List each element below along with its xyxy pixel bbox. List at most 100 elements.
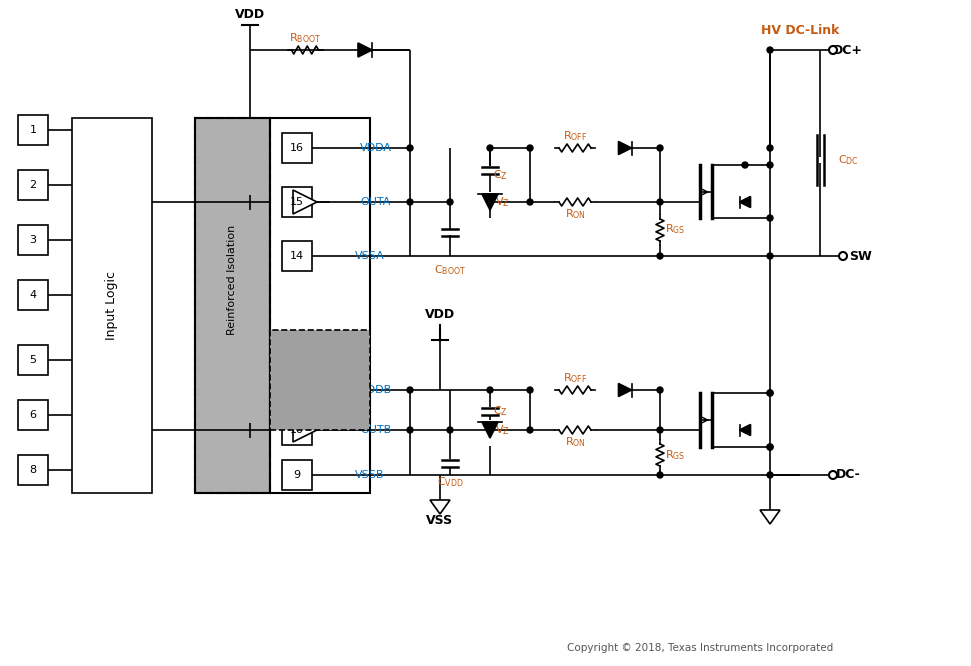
Bar: [195, 118, 270, 493]
Text: 10: 10: [290, 425, 304, 435]
Bar: [282, 375, 312, 405]
Bar: [282, 415, 312, 445]
Circle shape: [487, 427, 493, 433]
Bar: [18, 115, 48, 145]
Text: 5: 5: [29, 355, 37, 365]
Text: C$_{\rm VDD}$: C$_{\rm VDD}$: [437, 475, 463, 489]
Text: Input Logic: Input Logic: [106, 270, 118, 340]
Circle shape: [767, 145, 773, 151]
Bar: [282, 241, 312, 271]
Text: HV DC-Link: HV DC-Link: [761, 23, 839, 37]
Text: VSS: VSS: [426, 513, 453, 527]
Circle shape: [527, 199, 533, 205]
Bar: [18, 455, 48, 485]
Circle shape: [767, 472, 773, 478]
Text: R$_{\rm ON}$: R$_{\rm ON}$: [564, 435, 586, 449]
Text: SW: SW: [849, 250, 871, 262]
Polygon shape: [482, 422, 498, 438]
Circle shape: [657, 387, 663, 393]
Circle shape: [527, 427, 533, 433]
Bar: [72, 118, 152, 493]
Text: C$_{\rm Z}$: C$_{\rm Z}$: [492, 404, 508, 418]
Text: 2: 2: [29, 180, 37, 190]
Text: 8: 8: [29, 465, 37, 475]
Circle shape: [487, 387, 493, 393]
Circle shape: [839, 252, 847, 260]
Bar: [270, 330, 370, 430]
Text: 3: 3: [29, 235, 37, 245]
Polygon shape: [430, 500, 450, 514]
Text: 1: 1: [29, 125, 37, 135]
Text: 6: 6: [29, 410, 37, 420]
Text: 11: 11: [290, 385, 304, 395]
Text: VDDB: VDDB: [360, 385, 392, 395]
Text: 14: 14: [290, 251, 304, 261]
Circle shape: [767, 162, 773, 168]
Text: R$_{\rm ON}$: R$_{\rm ON}$: [564, 207, 586, 221]
Text: OUTB: OUTB: [360, 425, 391, 435]
Text: Reinforced Isolation: Reinforced Isolation: [227, 225, 237, 335]
Text: R$_{\rm GS}$: R$_{\rm GS}$: [665, 448, 686, 462]
Circle shape: [447, 199, 453, 205]
Polygon shape: [740, 196, 751, 208]
Text: R$_{\rm BOOT}$: R$_{\rm BOOT}$: [289, 31, 321, 45]
Polygon shape: [619, 141, 631, 155]
Text: R$_{\rm OFF}$: R$_{\rm OFF}$: [563, 371, 587, 385]
Text: DC+: DC+: [833, 43, 863, 57]
Circle shape: [767, 390, 773, 396]
Bar: [282, 460, 312, 490]
Polygon shape: [740, 424, 751, 436]
Circle shape: [527, 387, 533, 393]
Bar: [282, 187, 312, 217]
Bar: [270, 118, 370, 493]
Text: C$_{\rm Z}$: C$_{\rm Z}$: [492, 168, 508, 182]
Circle shape: [742, 162, 748, 168]
Text: R$_{\rm OFF}$: R$_{\rm OFF}$: [563, 129, 587, 143]
Circle shape: [829, 471, 837, 479]
Bar: [18, 280, 48, 310]
Circle shape: [767, 444, 773, 450]
Text: C$_{\rm DC}$: C$_{\rm DC}$: [838, 153, 858, 167]
Polygon shape: [482, 194, 498, 210]
Polygon shape: [760, 510, 780, 524]
Text: Copyright © 2018, Texas Instruments Incorporated: Copyright © 2018, Texas Instruments Inco…: [567, 643, 833, 653]
Circle shape: [767, 215, 773, 221]
Polygon shape: [293, 190, 317, 214]
Circle shape: [487, 199, 493, 205]
Text: 4: 4: [29, 290, 37, 300]
Text: VDD: VDD: [425, 308, 455, 322]
Circle shape: [407, 145, 413, 151]
Circle shape: [447, 427, 453, 433]
Circle shape: [767, 47, 773, 53]
Text: VDD: VDD: [235, 9, 265, 21]
Text: C$_{\rm BOOT}$: C$_{\rm BOOT}$: [434, 263, 466, 277]
Circle shape: [527, 145, 533, 151]
Polygon shape: [293, 418, 317, 442]
Polygon shape: [358, 43, 372, 57]
Circle shape: [407, 199, 413, 205]
Polygon shape: [619, 384, 631, 396]
Circle shape: [767, 444, 773, 450]
Text: R$_{\rm GS}$: R$_{\rm GS}$: [665, 222, 686, 236]
Circle shape: [407, 427, 413, 433]
Circle shape: [407, 387, 413, 393]
Bar: [18, 400, 48, 430]
Text: VSSA: VSSA: [355, 251, 385, 261]
Circle shape: [487, 145, 493, 151]
Text: V$_{\rm Z}$: V$_{\rm Z}$: [494, 195, 510, 209]
Text: 16: 16: [290, 143, 304, 153]
Text: VDDA: VDDA: [360, 143, 392, 153]
Text: 9: 9: [293, 470, 301, 480]
Circle shape: [767, 253, 773, 259]
Bar: [18, 170, 48, 200]
Text: Functional
Isolation: Functional Isolation: [291, 369, 349, 391]
Text: OUTA: OUTA: [360, 197, 390, 207]
Text: 15: 15: [290, 197, 304, 207]
Text: V$_{\rm Z}$: V$_{\rm Z}$: [494, 423, 510, 437]
Circle shape: [767, 390, 773, 396]
Text: VSSB: VSSB: [355, 470, 385, 480]
Circle shape: [657, 145, 663, 151]
Bar: [18, 345, 48, 375]
Circle shape: [829, 46, 837, 54]
Circle shape: [657, 253, 663, 259]
